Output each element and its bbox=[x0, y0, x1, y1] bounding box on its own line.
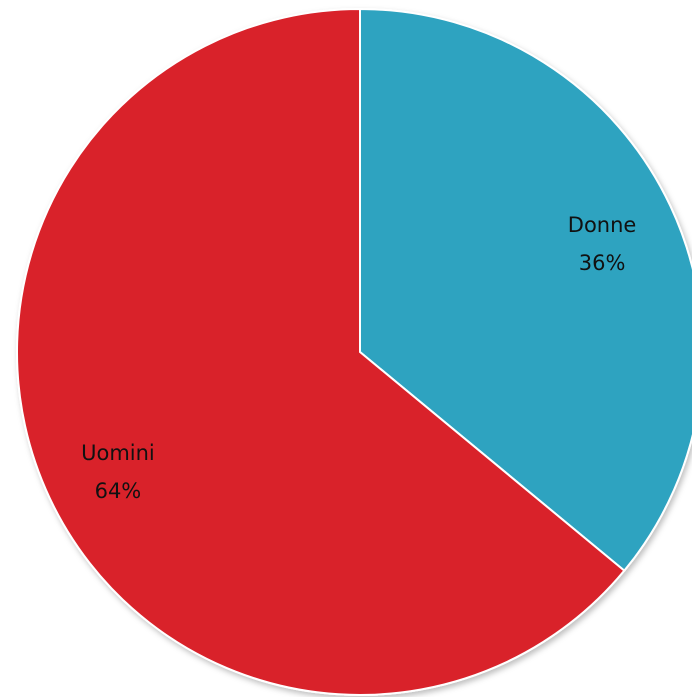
slice-label-uomini: Uomini bbox=[81, 441, 155, 465]
pie-labels: Donne 36% Uomini 64% bbox=[81, 213, 636, 503]
slice-label-donne: Donne bbox=[568, 213, 637, 237]
slice-uomini bbox=[16, 7, 626, 696]
slice-value-donne: 36% bbox=[579, 251, 626, 275]
pie-slices bbox=[16, 7, 692, 696]
slice-value-uomini: 64% bbox=[95, 479, 142, 503]
slice-donne bbox=[359, 7, 692, 573]
